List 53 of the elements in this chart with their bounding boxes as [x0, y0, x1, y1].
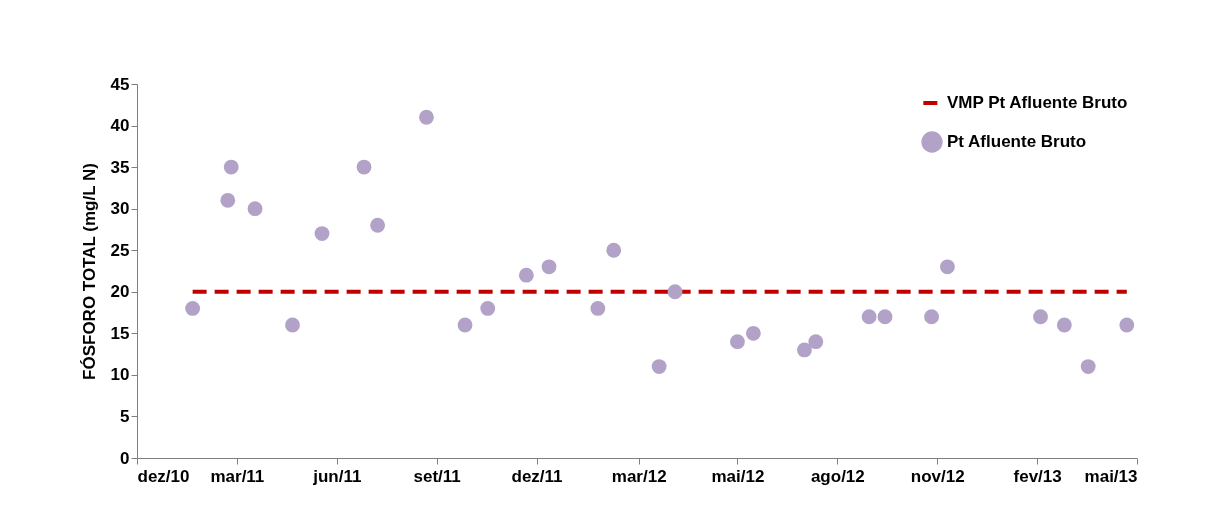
x-tick-label: dez/11: [511, 466, 563, 486]
point: [606, 242, 622, 258]
x-tick-label: dez/10: [137, 466, 190, 486]
point: [419, 109, 434, 125]
point: [518, 267, 534, 283]
x-tick-label: jun/11: [312, 466, 362, 486]
point: [924, 309, 939, 325]
point: [457, 317, 473, 333]
point: [797, 342, 812, 358]
y-tick-label: 5: [120, 406, 130, 426]
x-tick-label: mai/13: [1084, 466, 1138, 486]
point: [877, 309, 893, 325]
point: [861, 309, 877, 325]
point: [667, 284, 683, 300]
point: [480, 301, 496, 316]
y-tick-label: 30: [110, 199, 130, 219]
point: [651, 359, 667, 374]
y-tick-label: 45: [110, 74, 130, 94]
point: [356, 159, 372, 175]
x-tick-label: nov/12: [910, 466, 965, 486]
point: [730, 334, 745, 350]
x-tick-label: ago/12: [810, 466, 865, 486]
x-tick-label: mar/12: [611, 466, 667, 486]
y-tick-label: 20: [110, 282, 130, 302]
x-tick-label: mai/12: [711, 466, 765, 486]
point: [247, 201, 263, 217]
point: [185, 301, 201, 316]
y-tick-label: 35: [110, 157, 130, 177]
point: [1119, 317, 1135, 333]
y-tick-label: 40: [110, 116, 130, 136]
point: [808, 334, 824, 350]
x-tick-label: fev/13: [1013, 466, 1062, 486]
x-tick-label: set/11: [413, 466, 461, 486]
y-tick-label: 0: [120, 448, 130, 468]
point: [223, 159, 239, 175]
point: [1056, 317, 1072, 333]
y-axis-title: FÓSFORO TOTAL (mg/L N): [79, 163, 99, 380]
legend-label: Pt Afluente Bruto: [947, 132, 1087, 151]
point: [314, 226, 330, 241]
point: [285, 317, 300, 333]
point: [940, 259, 955, 275]
point: [370, 217, 386, 233]
legend-label: VMP Pt Afluente Bruto: [947, 93, 1128, 112]
point: [220, 192, 236, 208]
point: [541, 259, 557, 275]
y-tick-label: 10: [110, 365, 130, 385]
point: [745, 325, 761, 341]
x-tick-label: mar/11: [210, 466, 265, 486]
point: [1033, 309, 1048, 325]
point: [590, 301, 606, 316]
point: [1080, 359, 1096, 374]
y-tick-label: 25: [110, 240, 130, 260]
y-tick-label: 15: [110, 323, 130, 343]
